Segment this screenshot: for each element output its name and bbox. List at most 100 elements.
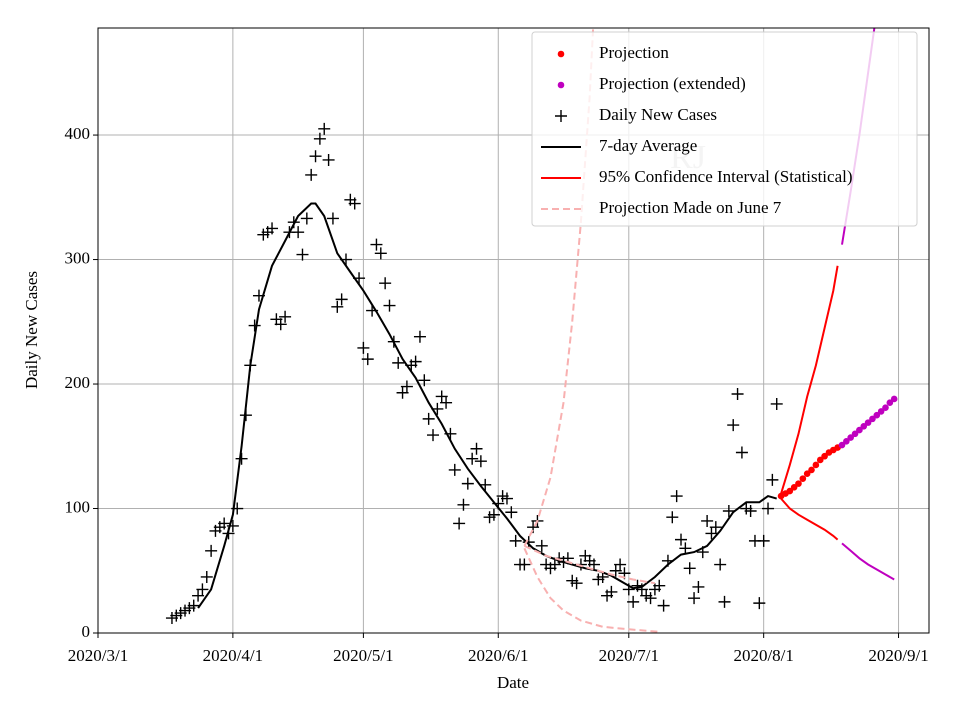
data-point [470,442,483,455]
data-point [766,473,779,486]
data-point [479,478,492,491]
data-point [427,429,440,442]
data-point [812,461,820,469]
data-point [348,197,361,210]
plot-frame [97,27,930,634]
data-point [753,597,766,610]
data-point [196,583,209,596]
data-point [422,412,435,425]
data-point [292,226,305,239]
data-point [869,415,876,423]
series-line [780,265,839,494]
data-point [418,374,431,387]
data-point [413,330,426,343]
data-point [248,319,261,332]
data-point [200,570,213,583]
legend-marker [555,110,567,122]
data-point [609,564,622,577]
data-point [821,452,828,460]
data-point [305,168,318,181]
data-point [762,502,775,515]
series-line [523,547,660,633]
data-point [795,480,802,487]
data-point [882,404,889,411]
data-point [701,514,714,527]
data-point [688,592,701,605]
data-point [300,212,313,225]
data-point [657,599,670,612]
data-point [357,341,370,354]
data-point [335,293,348,306]
data-point [379,277,392,290]
data-point [675,533,688,546]
data-point [548,558,561,571]
data-point [709,521,722,534]
legend-label: Daily New Cases [599,105,717,124]
legend-box [531,31,918,227]
data-point [722,505,735,518]
data-point [786,487,794,495]
data-point [851,430,859,438]
data-point [396,386,409,399]
x-tick-label: 2020/4/1 [203,646,263,665]
data-point [644,592,657,605]
data-point [683,562,696,575]
data-point [856,426,863,434]
data-point [860,423,868,430]
data-point [374,247,387,260]
data-point [705,527,718,540]
data-point [614,558,627,571]
data-point [326,212,339,225]
data-point [461,477,474,490]
data-point [718,595,731,608]
series-line [841,542,895,581]
plot-area [165,28,898,633]
data-point [435,390,448,403]
x-tick-label: 2020/9/1 [868,646,928,665]
data-point [361,353,374,366]
data-point [727,419,740,432]
y-tick-label: 100 [65,497,91,516]
data-point [235,452,248,465]
data-point [847,434,854,441]
data-point [322,153,335,166]
x-tick-label: 2020/7/1 [599,646,659,665]
y-tick-label: 400 [65,124,91,143]
legend-label: 7-day Average [599,136,697,155]
data-point [635,583,648,596]
data-point [886,399,894,407]
data-point [448,463,461,476]
data-point [309,150,322,163]
x-tick-label: 2020/6/1 [468,646,528,665]
series-line [197,202,777,609]
data-point [440,396,453,409]
data-point [318,122,331,135]
legend-label: 95% Confidence Interval (Statistical) [599,167,853,186]
data-point [487,508,500,521]
data-point [799,475,807,482]
data-point [274,318,287,331]
data-point [266,222,279,235]
data-point [864,419,872,426]
data-point [383,299,396,312]
data-point [205,544,218,557]
data-point [890,395,898,403]
y-tick-label: 0 [82,622,91,641]
data-point [400,380,413,393]
data-point [500,492,513,505]
x-tick-label: 2020/5/1 [333,646,393,665]
data-point [790,484,798,491]
data-point [877,408,885,415]
data-point [735,446,748,459]
data-point [466,452,479,465]
data-point [535,539,548,552]
legend-marker [557,81,565,89]
data-point [453,517,466,530]
legend-label: Projection [599,43,669,62]
x-axis-label: Date [497,673,529,692]
data-point [627,595,640,608]
data-point [808,466,815,474]
data-point [605,585,618,598]
